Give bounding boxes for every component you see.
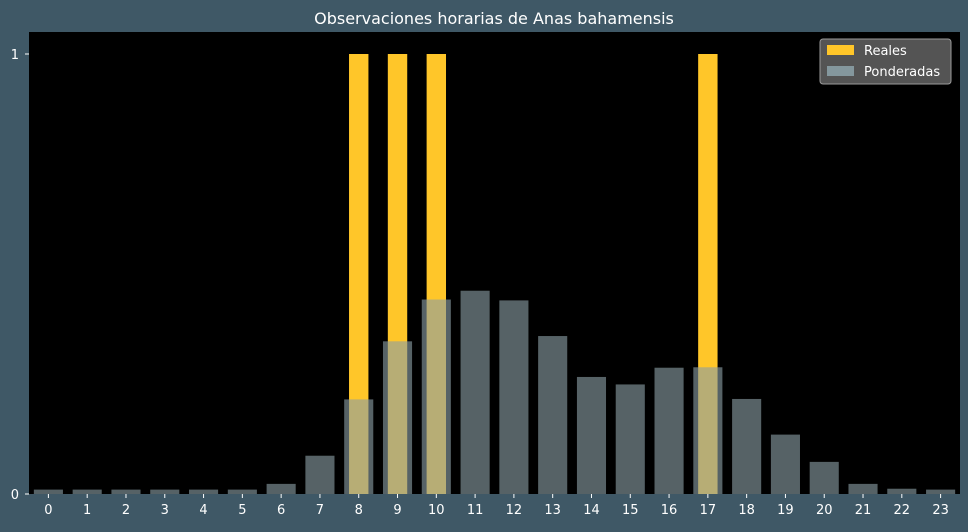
x-tick-label-11: 11 (467, 503, 484, 518)
bar-ponderadas-hour-20 (809, 461, 839, 494)
x-tick-label-2: 2 (122, 503, 130, 518)
bar-ponderadas-hour-6 (266, 483, 296, 494)
bar-ponderadas-hour-4 (189, 489, 219, 494)
x-tick-label-1: 1 (83, 503, 91, 518)
bar-ponderadas-hour-12 (499, 300, 529, 494)
x-tick-label-14: 14 (583, 503, 600, 518)
bar-ponderadas-hour-13 (538, 336, 568, 494)
bar-ponderadas-hour-22 (887, 488, 917, 494)
x-tick-label-21: 21 (855, 503, 872, 518)
x-tick-label-10: 10 (428, 503, 445, 518)
x-tick-label-3: 3 (161, 503, 169, 518)
bar-ponderadas-hour-19 (770, 434, 800, 494)
bar-ponderadas-hour-18 (732, 398, 762, 494)
bar-ponderadas-hour-11 (460, 290, 490, 494)
chart-title: Observaciones horarias de Anas bahamensi… (314, 9, 674, 28)
x-tick-label-12: 12 (506, 503, 523, 518)
legend-swatch-ponderadas (827, 66, 854, 76)
x-tick-label-20: 20 (816, 503, 833, 518)
bar-ponderadas-hour-21 (848, 483, 878, 494)
bar-ponderadas-hour-5 (227, 489, 257, 494)
bar-ponderadas-hour-9 (382, 341, 413, 494)
x-tick-label-15: 15 (622, 503, 639, 518)
x-tick-label-19: 19 (777, 503, 794, 518)
y-tick-label-0: 0 (11, 488, 19, 503)
bar-ponderadas-hour-7 (305, 455, 335, 494)
bar-ponderadas-hour-1 (72, 489, 102, 494)
x-tick-label-6: 6 (277, 503, 285, 518)
bar-ponderadas-hour-0 (33, 489, 63, 494)
y-axis: 01 (11, 48, 29, 503)
x-tick-label-8: 8 (355, 503, 363, 518)
x-tick-label-5: 5 (238, 503, 246, 518)
x-tick-label-16: 16 (661, 503, 678, 518)
legend: Reales Ponderadas (819, 38, 952, 85)
bar-ponderadas-hour-15 (615, 384, 645, 494)
bar-ponderadas-hour-3 (150, 489, 180, 494)
x-tick-label-13: 13 (544, 503, 561, 518)
series-reales-bars (33, 54, 956, 494)
x-tick-label-22: 22 (894, 503, 911, 518)
x-tick-label-9: 9 (393, 503, 401, 518)
x-axis: 0 1 2 3 4 5 6 7 8 9 10 11 12 13 14 15 16 17 18 19 20 21 22 23 (44, 494, 949, 518)
bar-ponderadas-hour-17 (693, 367, 723, 494)
x-tick-label-0: 0 (44, 503, 52, 518)
x-tick-label-23: 23 (932, 503, 949, 518)
bar-ponderadas-hour-2 (111, 489, 141, 494)
legend-label-reales: Reales (864, 44, 907, 59)
x-tick-label-4: 4 (199, 503, 207, 518)
x-tick-label-18: 18 (738, 503, 755, 518)
bar-ponderadas-hour-10 (421, 299, 451, 494)
bar-ponderadas-hour-16 (654, 367, 684, 494)
x-tick-label-17: 17 (700, 503, 717, 518)
bar-ponderadas-hour-8 (344, 399, 374, 494)
plot-area (29, 32, 960, 494)
bar-reales-hour-8 (349, 54, 369, 494)
bar-ponderadas-hour-14 (576, 376, 607, 494)
bar-ponderadas-hour-23 (926, 489, 956, 494)
y-tick-label-1: 1 (11, 48, 19, 63)
legend-label-ponderadas: Ponderadas (864, 65, 940, 80)
legend-swatch-reales (827, 45, 854, 55)
x-tick-label-7: 7 (316, 503, 324, 518)
